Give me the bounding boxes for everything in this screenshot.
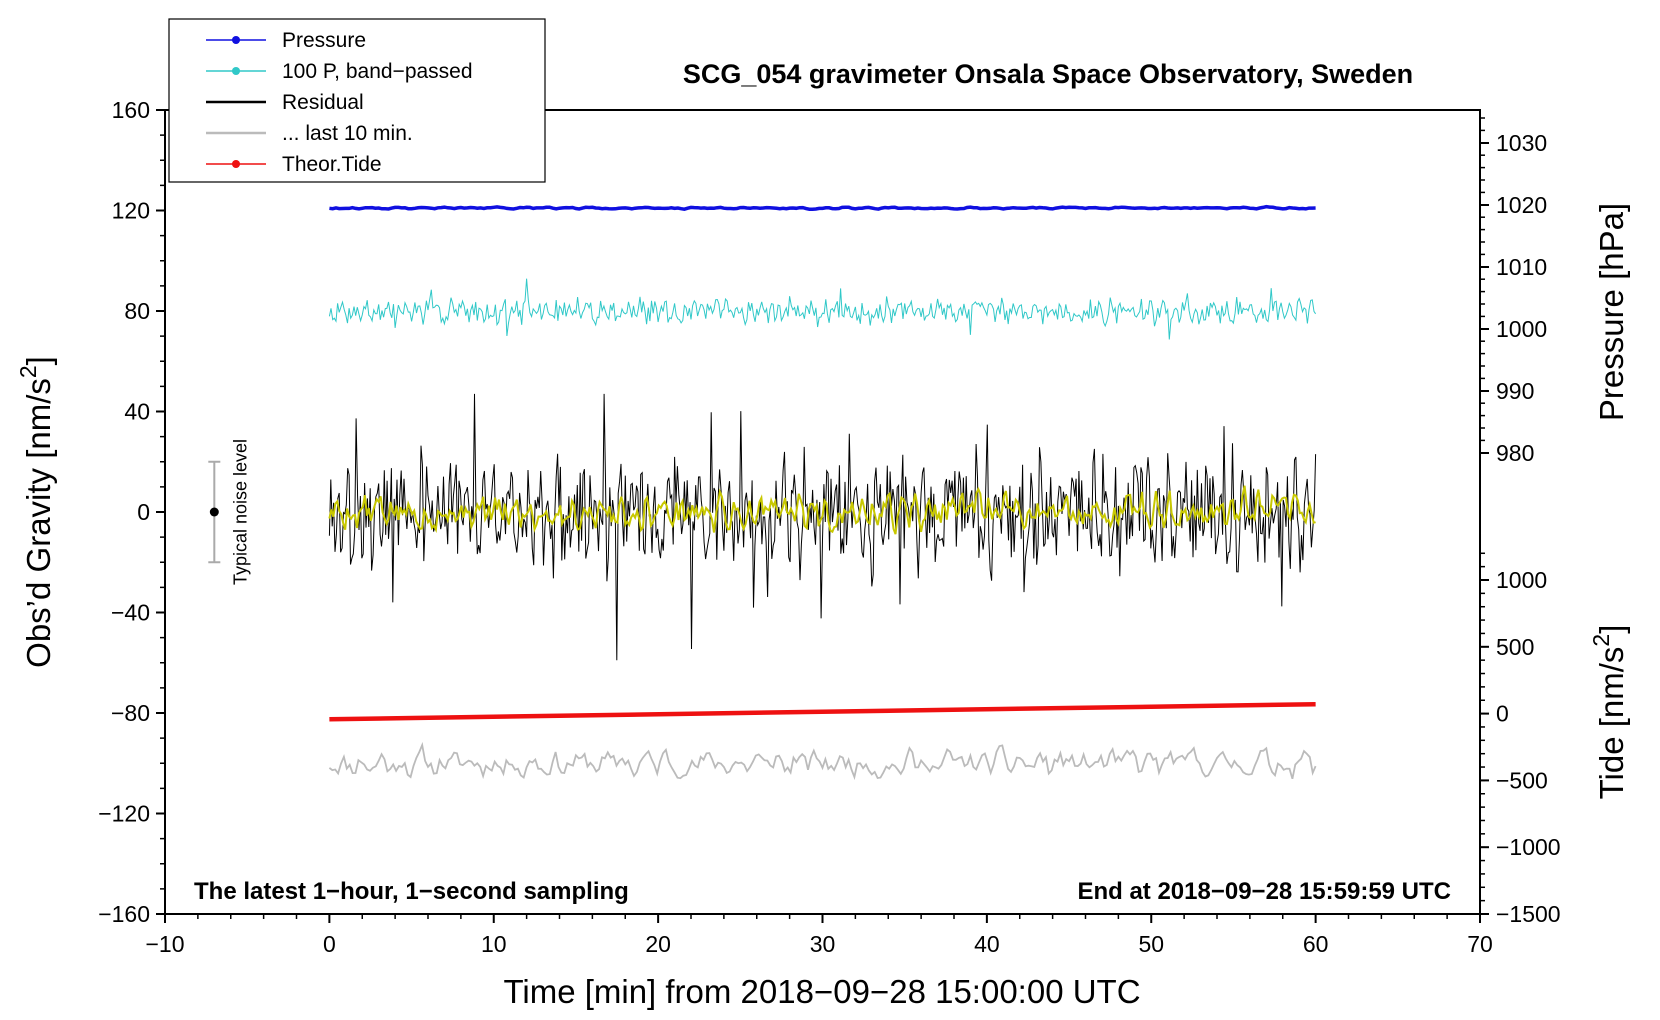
y-axis-title-left-close: ] (20, 356, 57, 365)
pressure-tick-label: 1020 (1496, 192, 1547, 218)
y-tick-label: 80 (124, 298, 150, 324)
y-axis-title-left: Obs’d Gravity [nm/s2] (15, 356, 57, 668)
tide-tick-label: 1000 (1496, 567, 1547, 593)
tide-tick-label: −1500 (1496, 901, 1561, 927)
legend-label: Residual (282, 91, 364, 114)
x-axis-title: Time [min] from 2018−09−28 15:00:00 UTC (503, 973, 1140, 1010)
y-tick-label: −40 (111, 600, 150, 626)
noise-indicator: Typical noise level (208, 439, 250, 585)
tide-axis-title-close: ] (1593, 625, 1630, 634)
x-tick-label: 30 (810, 931, 836, 957)
ticks-layer: −10 0 10 20 30 40 50 60 7016012080400−40−80−120−… (98, 97, 1560, 957)
series-pressure (329, 204, 1316, 212)
legend-item: Theor.Tide (206, 153, 382, 176)
series-residual-smoothed (328, 485, 1316, 535)
y-tick-label: −160 (98, 901, 150, 927)
legend-item: 100 P, band−passed (206, 60, 473, 83)
y-tick-label: −80 (111, 700, 150, 726)
pressure-tick-label: 1000 (1496, 316, 1547, 342)
chart-title: SCG_054 gravimeter Onsala Space Observat… (683, 59, 1413, 89)
noise-label: Typical noise level (230, 439, 250, 585)
tide-axis-title-sup: 2 (1588, 634, 1614, 647)
x-tick-label: 10 (481, 931, 507, 957)
legend: Pressure 100 P, band−passed Residual ... la… (168, 18, 546, 183)
pressure-axis-title: Pressure [hPa] (1593, 203, 1630, 421)
legend-marker (232, 36, 240, 44)
tide-axis-title: Tide [nm/s2] (1588, 625, 1630, 800)
legend-item: Pressure (206, 29, 366, 52)
legend-marker (232, 160, 240, 168)
y-axis-title-left-main: Obs’d Gravity [nm/s (20, 378, 57, 668)
x-tick-label: 60 (1303, 931, 1329, 957)
y-tick-label: 160 (112, 97, 150, 123)
x-tick-label: −10 (145, 931, 184, 957)
tide-tick-label: −1000 (1496, 834, 1561, 860)
series-pressure-bandpassed (328, 278, 1317, 340)
pressure-tick-label: 1030 (1496, 130, 1547, 156)
note-left: The latest 1−hour, 1−second sampling (194, 878, 629, 905)
series-last-10-min (328, 741, 1317, 781)
legend-label: ... last 10 min. (282, 122, 413, 145)
tide-tick-label: 0 (1496, 701, 1509, 727)
legend-box (168, 18, 546, 183)
y-tick-label: 40 (124, 399, 150, 425)
pressure-tick-label: 980 (1496, 440, 1534, 466)
legend-label: 100 P, band−passed (282, 60, 473, 83)
series-layer (328, 204, 1317, 781)
y-tick-label: 0 (137, 499, 150, 525)
pressure-tick-label: 1010 (1496, 254, 1547, 280)
tide-axis-title-main: Tide [nm/s (1593, 647, 1630, 800)
legend-label: Theor.Tide (282, 153, 382, 176)
legend-label: Pressure (282, 29, 366, 52)
legend-item: ... last 10 min. (206, 122, 413, 145)
x-tick-label: 40 (974, 931, 1000, 957)
note-right: End at 2018−09−28 15:59:59 UTC (1077, 878, 1451, 905)
pressure-tick-label: 990 (1496, 378, 1534, 404)
y-tick-label: 120 (112, 198, 150, 224)
y-axis-title-left-sup: 2 (15, 365, 41, 378)
noise-bar-dot (209, 507, 219, 517)
legend-marker (232, 67, 240, 75)
y-tick-label: −120 (98, 801, 150, 827)
x-tick-label: 20 (645, 931, 671, 957)
x-tick-label: 0 (323, 931, 336, 957)
series-theor-tide (329, 701, 1316, 722)
series-residual (328, 393, 1317, 661)
x-tick-label: 70 (1467, 931, 1493, 957)
tide-tick-label: −500 (1496, 767, 1548, 793)
x-tick-label: 50 (1138, 931, 1164, 957)
tide-tick-label: 500 (1496, 634, 1534, 660)
legend-item: Residual (206, 91, 364, 114)
